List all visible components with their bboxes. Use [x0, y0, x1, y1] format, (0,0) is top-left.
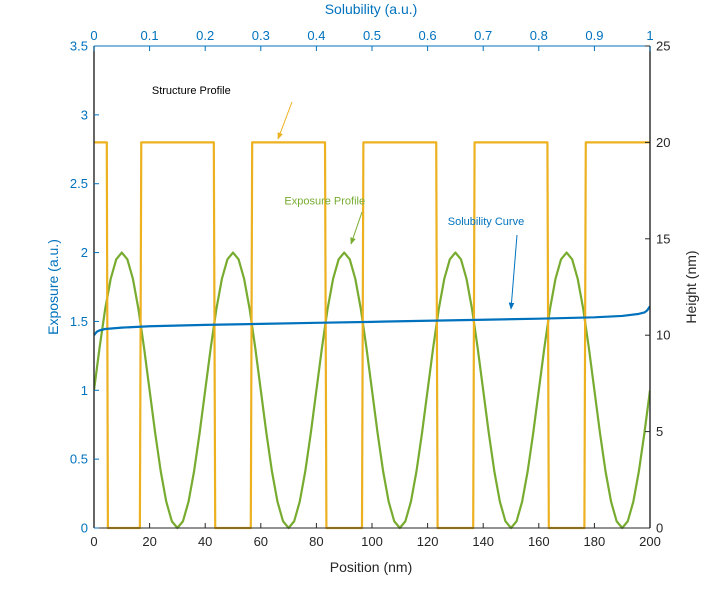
right-tick-label: 10 — [656, 328, 670, 343]
annotation-arrow — [350, 211, 363, 245]
right-tick-label: 20 — [656, 135, 670, 150]
x-tick-label: 40 — [198, 534, 212, 549]
right-tick-label: 5 — [656, 424, 663, 439]
top-tick-label: 0.7 — [474, 28, 492, 43]
left-tick-label: 0.5 — [70, 452, 88, 467]
top-tick-label: 0.9 — [585, 28, 603, 43]
series-exposure-profile — [94, 251, 650, 530]
x-tick-label: 80 — [309, 534, 323, 549]
left-tick-label: 2 — [81, 245, 88, 260]
top-tick-label: 0.5 — [363, 28, 381, 43]
x-tick-label: 20 — [142, 534, 156, 549]
plot-background — [94, 46, 650, 528]
left-axis-title: Exposure (a.u.) — [45, 239, 61, 335]
left-tick-label: 1.5 — [70, 314, 88, 329]
annotation-arrow — [277, 101, 293, 140]
left-tick-label: 1 — [81, 383, 88, 398]
x-tick-label: 100 — [361, 534, 383, 549]
x-tick-label: 200 — [639, 534, 661, 549]
top-tick-label: 0.6 — [419, 28, 437, 43]
top-tick-label: 0.4 — [307, 28, 325, 43]
x-tick-label: 140 — [472, 534, 494, 549]
right-tick-label: 15 — [656, 231, 670, 246]
annotation-layer: Structure Profile Exposure Profile Solubil… — [152, 85, 524, 310]
x-tick-label: 160 — [528, 534, 550, 549]
top-tick-label: 0.1 — [141, 28, 159, 43]
annotation-exposure-profile: Exposure Profile — [284, 195, 365, 207]
left-tick-label: 0 — [81, 521, 88, 536]
left-tick-label: 3.5 — [70, 39, 88, 54]
right-axis-title: Height (nm) — [683, 250, 699, 323]
top-tick-label: 0.3 — [252, 28, 270, 43]
top-tick-label: 1 — [646, 28, 653, 43]
annotation-arrow — [508, 234, 518, 310]
right-tick-label: 25 — [656, 39, 670, 54]
annotation-solubility-curve: Solubility Curve — [448, 216, 524, 228]
x-tick-label: 180 — [584, 534, 606, 549]
plot-area — [94, 46, 650, 528]
right-tick-label: 0 — [656, 521, 663, 536]
series-solubility-curve — [94, 305, 650, 336]
top-tick-label: 0 — [90, 28, 97, 43]
top-tick-label: 0.2 — [196, 28, 214, 43]
left-tick-label: 2.5 — [70, 176, 88, 191]
x-tick-label: 0 — [90, 534, 97, 549]
annotation-structure-profile: Structure Profile — [152, 85, 231, 97]
x-axis-title: Position (nm) — [330, 559, 412, 575]
x-tick-label: 120 — [417, 534, 439, 549]
top-axis-title: Solubility (a.u.) — [325, 1, 418, 17]
left-tick-label: 3 — [81, 107, 88, 122]
top-tick-label: 0.8 — [530, 28, 548, 43]
x-tick-label: 60 — [254, 534, 268, 549]
